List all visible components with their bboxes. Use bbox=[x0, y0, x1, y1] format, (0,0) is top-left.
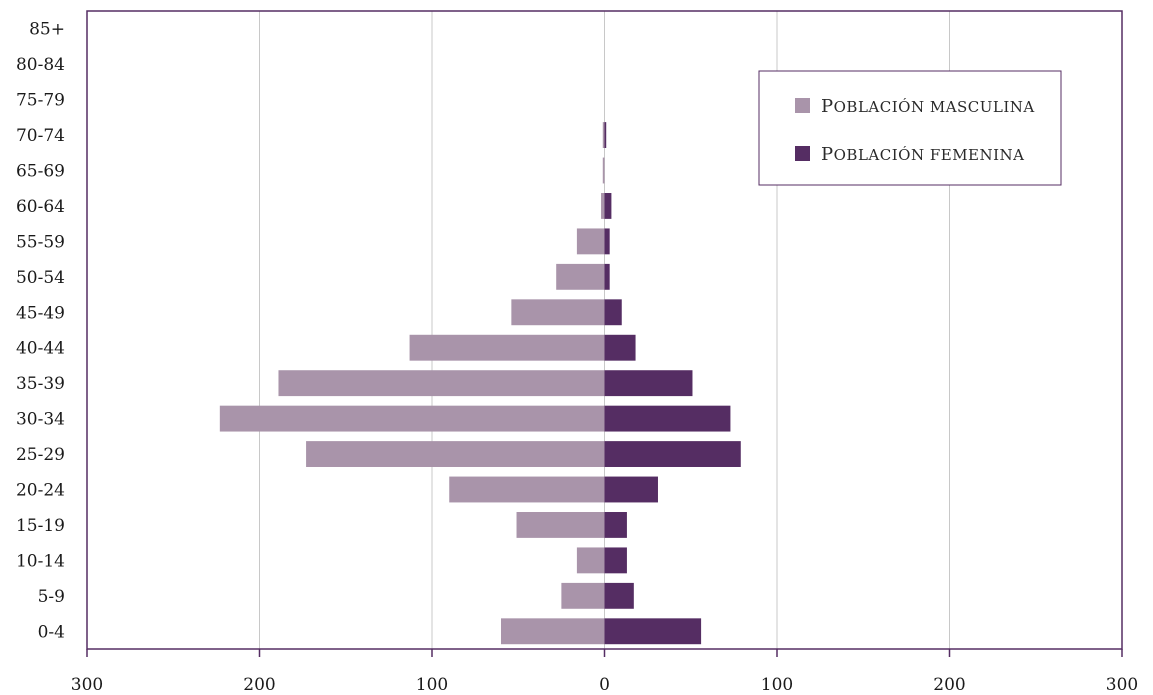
bar-male-15-19 bbox=[516, 512, 605, 538]
legend-swatch-male bbox=[795, 98, 810, 113]
bar-female-15-19 bbox=[604, 512, 627, 538]
bar-male-50-54 bbox=[556, 263, 605, 290]
bar-female-55-59 bbox=[604, 228, 610, 255]
x-tick-label: 200 bbox=[933, 675, 965, 695]
legend-swatch-female bbox=[795, 146, 810, 161]
x-tick-label: 200 bbox=[243, 675, 275, 695]
bar-female-10-14 bbox=[604, 547, 627, 574]
x-tick-label: 100 bbox=[761, 675, 793, 695]
y-tick-label: 70-74 bbox=[16, 126, 65, 146]
y-tick-label: 30-34 bbox=[16, 410, 65, 430]
y-tick-label: 85+ bbox=[29, 20, 65, 40]
y-tick-label: 80-84 bbox=[16, 55, 65, 75]
y-tick-label: 20-24 bbox=[16, 481, 65, 501]
bar-female-25-29 bbox=[604, 441, 741, 467]
bar-male-65-69 bbox=[602, 157, 605, 184]
x-tick-label: 100 bbox=[416, 675, 448, 695]
bars bbox=[219, 122, 741, 645]
bar-male-20-24 bbox=[449, 476, 605, 503]
bar-female-50-54 bbox=[604, 263, 610, 290]
y-tick-label: 0-4 bbox=[38, 622, 65, 642]
bar-female-0-4 bbox=[604, 618, 702, 645]
legend-label-female: POBLACIÓN FEMENINA bbox=[821, 144, 1025, 165]
bar-female-60-64 bbox=[604, 193, 612, 219]
x-tick-label: 0 bbox=[599, 675, 610, 695]
bar-male-45-49 bbox=[511, 299, 605, 326]
y-tick-labels: 0-4 5-9 10-14 15-19 20-24 25-29 30-34 35-39 40-4… bbox=[16, 20, 65, 643]
bar-male-60-64 bbox=[601, 193, 605, 219]
bar-male-10-14 bbox=[576, 547, 605, 574]
bar-female-40-44 bbox=[604, 334, 636, 361]
y-tick-label: 60-64 bbox=[16, 197, 65, 217]
bar-male-5-9 bbox=[561, 582, 605, 609]
bar-female-70-74 bbox=[604, 122, 607, 148]
bar-male-30-34 bbox=[219, 405, 605, 432]
y-tick-label: 55-59 bbox=[16, 232, 65, 252]
y-tick-label: 5-9 bbox=[38, 587, 65, 607]
y-tick-label: 75-79 bbox=[16, 91, 65, 111]
y-tick-label: 35-39 bbox=[16, 374, 65, 394]
y-tick-label: 45-49 bbox=[16, 303, 65, 323]
x-tick-label: 300 bbox=[1106, 675, 1138, 695]
bar-male-0-4 bbox=[501, 618, 605, 645]
bar-male-25-29 bbox=[306, 441, 605, 467]
bar-female-5-9 bbox=[604, 582, 634, 609]
bar-male-35-39 bbox=[278, 370, 605, 397]
x-tick-labels: 300 200 100 0 100 200 300 bbox=[71, 649, 1138, 695]
bar-female-35-39 bbox=[604, 370, 693, 397]
y-tick-label: 25-29 bbox=[16, 445, 65, 465]
bar-male-40-44 bbox=[409, 334, 605, 361]
bar-female-45-49 bbox=[604, 299, 622, 326]
x-tick-label: 300 bbox=[71, 675, 103, 695]
legend-label-male: POBLACIÓN MASCULINA bbox=[821, 96, 1035, 117]
legend-box bbox=[758, 70, 1062, 186]
bar-female-20-24 bbox=[604, 476, 658, 503]
bar-male-70-74 bbox=[602, 122, 605, 148]
y-tick-label: 10-14 bbox=[16, 551, 65, 571]
bar-male-55-59 bbox=[576, 228, 605, 255]
y-tick-label: 50-54 bbox=[16, 268, 65, 288]
bar-female-30-34 bbox=[604, 405, 731, 432]
y-tick-label: 65-69 bbox=[16, 162, 65, 182]
y-tick-label: 15-19 bbox=[16, 516, 65, 536]
legend: POBLACIÓN MASCULINA POBLACIÓN FEMENINA bbox=[758, 70, 1062, 186]
y-tick-label: 40-44 bbox=[16, 339, 65, 359]
